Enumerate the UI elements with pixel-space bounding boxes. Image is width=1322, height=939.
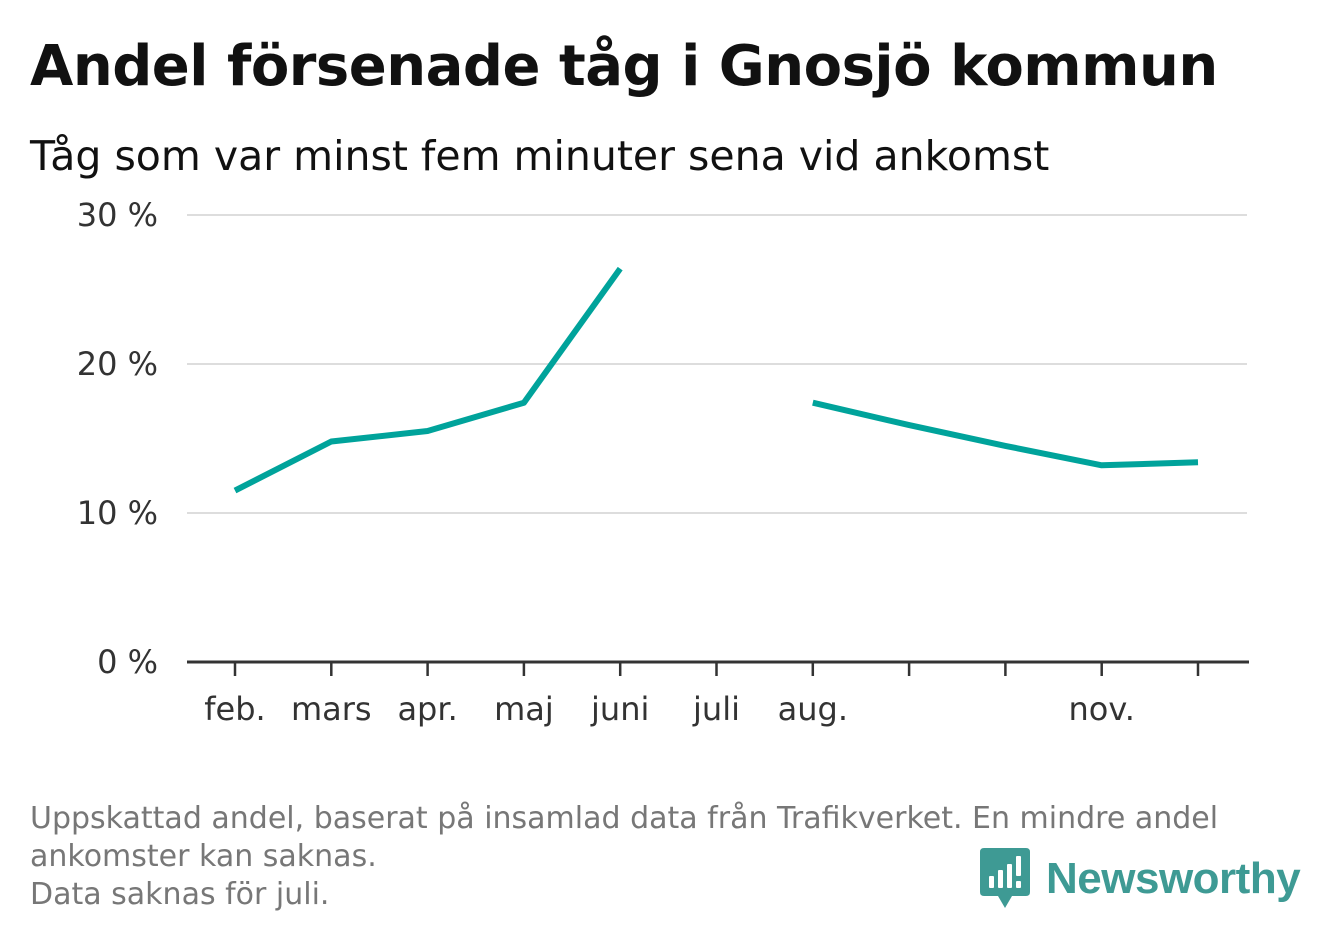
series-line xyxy=(233,266,623,494)
x-tick-label: maj xyxy=(494,690,554,728)
x-tick-label: nov. xyxy=(1068,690,1134,728)
footnote: Uppskattad andel, baserat på insamlad da… xyxy=(30,800,1290,914)
y-axis: 0 % 10 % 20 % 30 % xyxy=(77,196,158,681)
footnote-line: Data saknas för juli. xyxy=(30,877,330,912)
newsworthy-logo-icon xyxy=(980,848,1030,908)
grid-layer xyxy=(187,214,1247,514)
x-axis: feb. mars apr. maj juni juli aug. nov. xyxy=(187,660,1249,728)
x-tick-label: apr. xyxy=(397,690,457,728)
x-tick-label: juli xyxy=(692,690,740,728)
x-tick-label: feb. xyxy=(204,690,265,728)
y-tick-label: 20 % xyxy=(77,345,158,383)
series-line xyxy=(812,399,1199,469)
chart-subtitle: Tåg som var minst fem minuter sena vid a… xyxy=(30,132,1050,180)
y-tick-label: 30 % xyxy=(77,196,158,234)
x-tick-label: juni xyxy=(590,690,649,728)
line-chart: 0 % 10 % 20 % 30 % feb. mars apr. maj juni juli a… xyxy=(77,196,1249,728)
brand-logo: Newsworthy xyxy=(980,848,1301,910)
x-tick-label: mars xyxy=(291,690,372,728)
brand-name: Newsworthy xyxy=(1046,854,1301,903)
footnote-line: ankomster kan saknas. xyxy=(30,839,377,874)
x-tick-label: aug. xyxy=(778,690,848,728)
footnote-line: Uppskattad andel, baserat på insamlad da… xyxy=(30,801,1219,836)
y-tick-label: 0 % xyxy=(97,643,158,681)
chart-title: Andel försenade tåg i Gnosjö kommun xyxy=(30,34,1218,99)
y-tick-label: 10 % xyxy=(77,494,158,532)
series-layer xyxy=(233,266,1199,494)
